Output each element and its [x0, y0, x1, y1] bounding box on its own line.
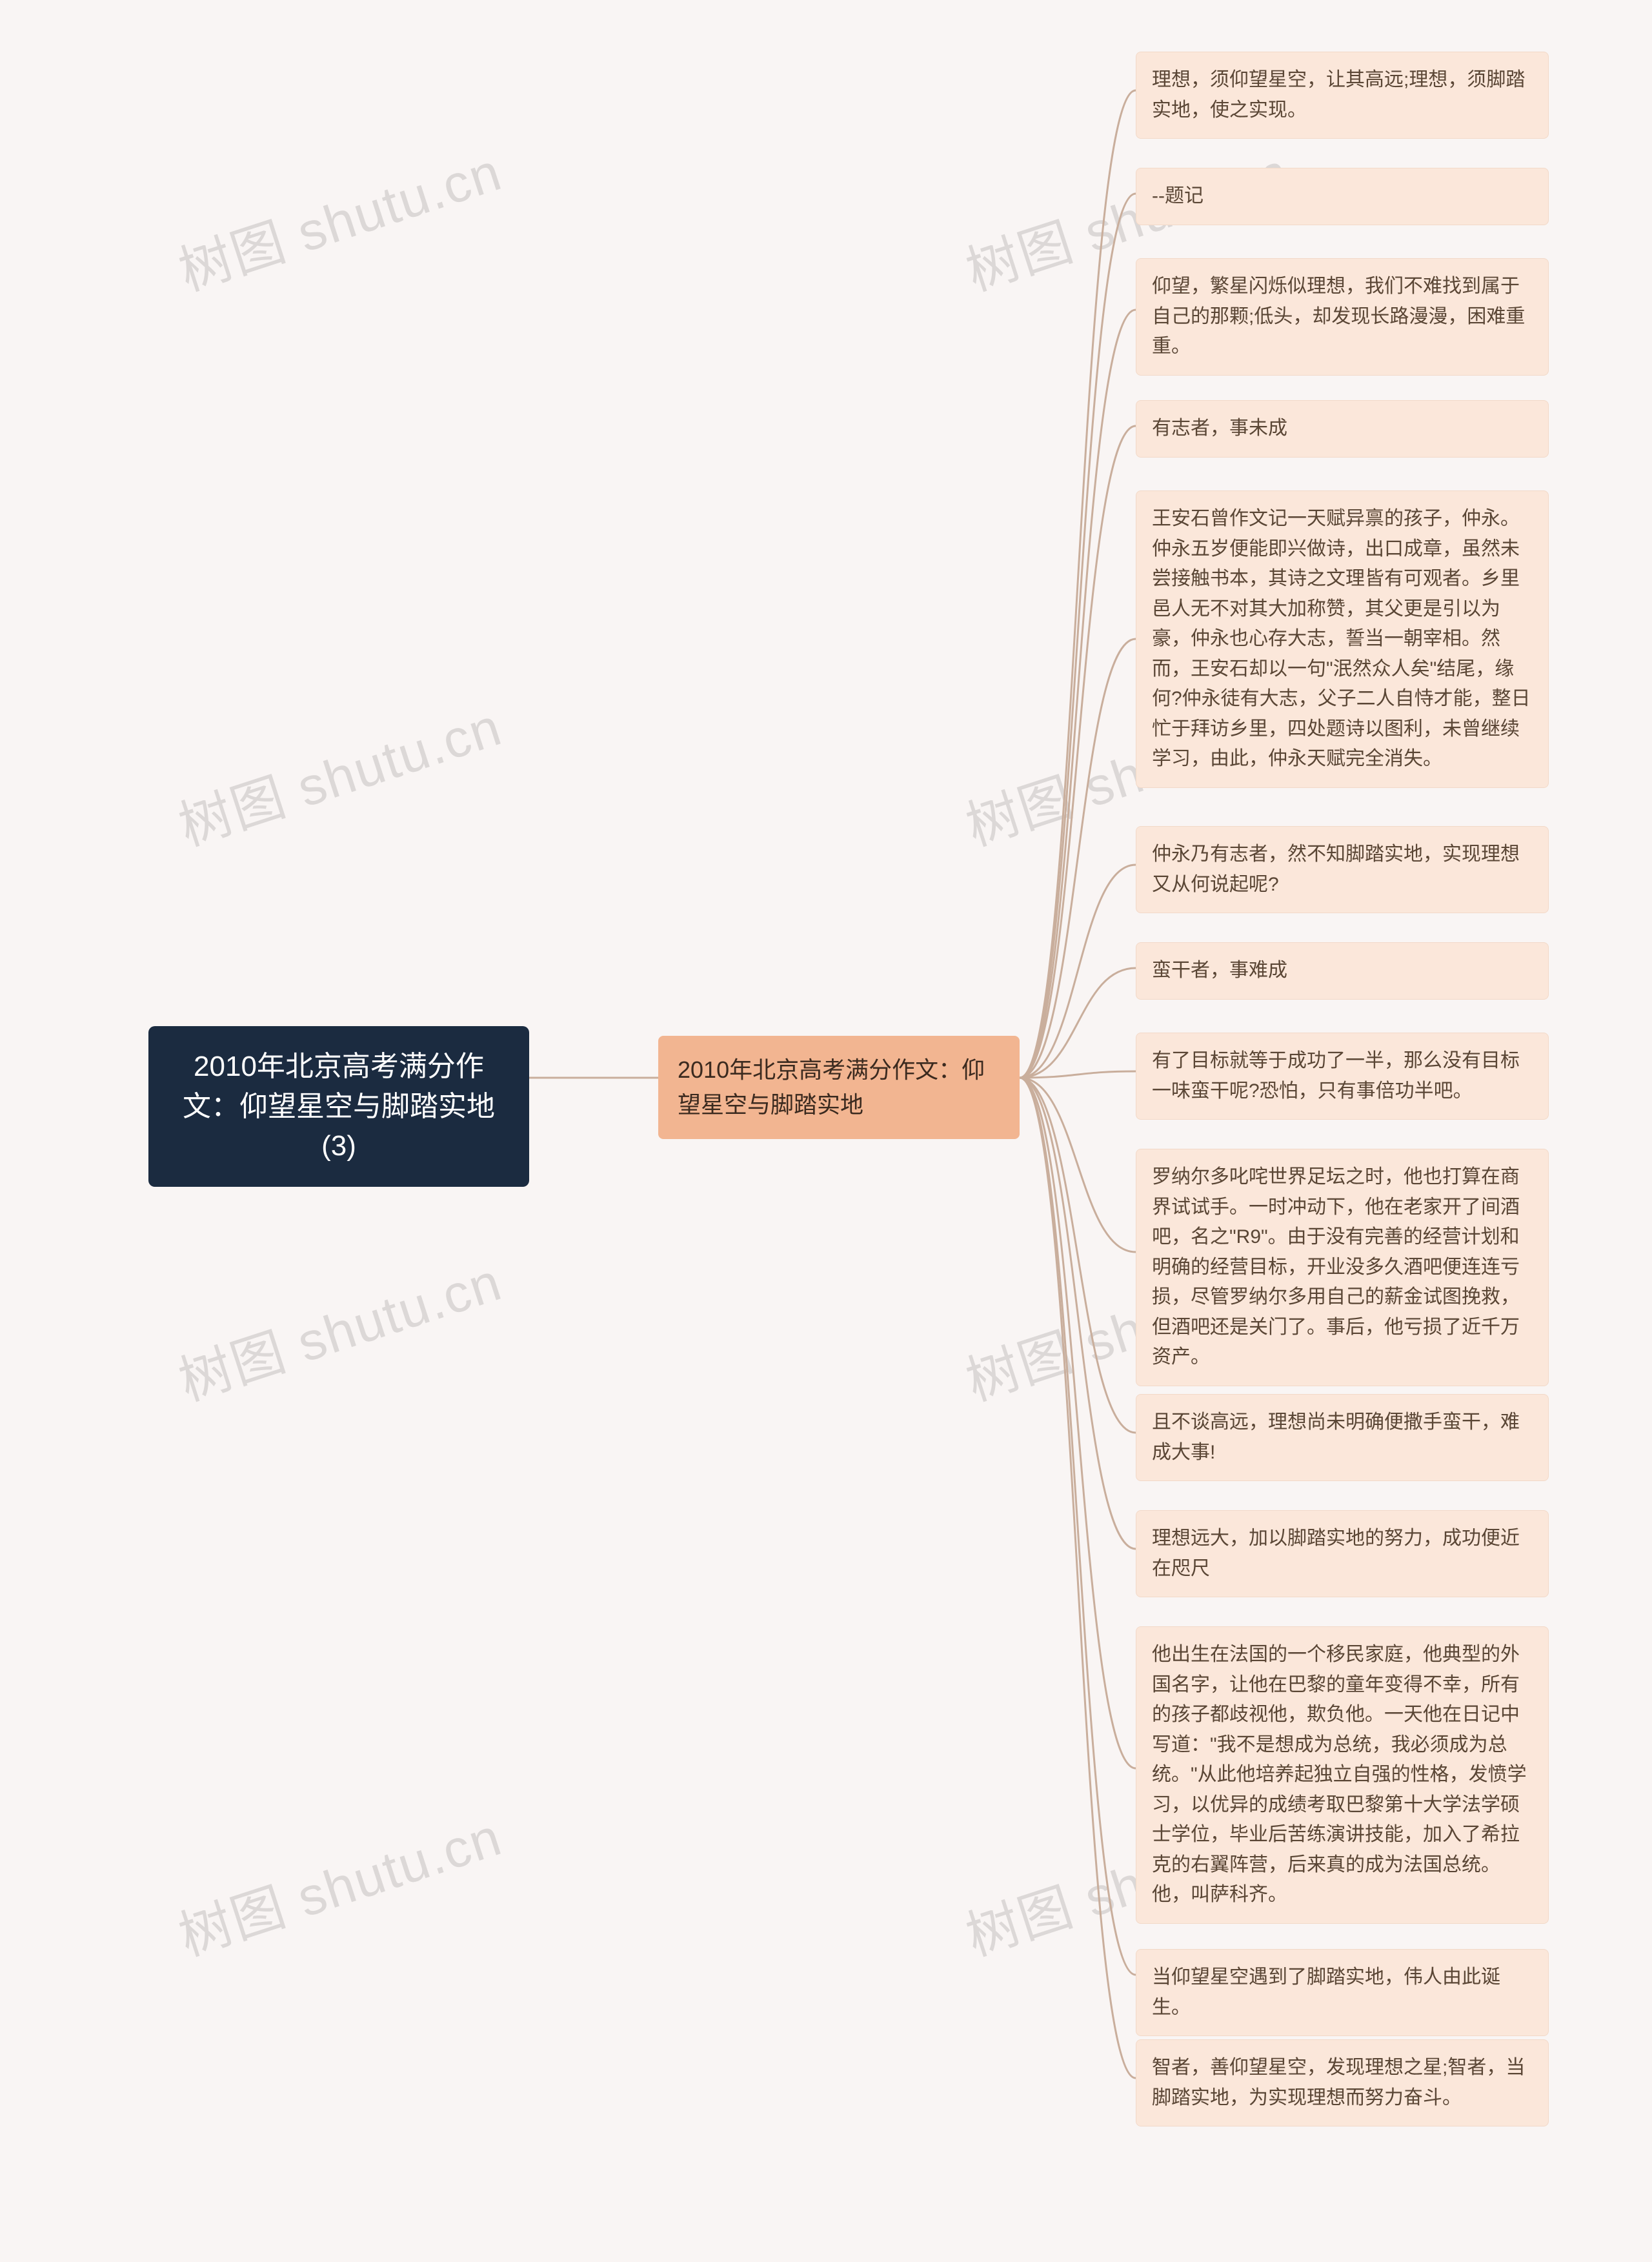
leaf-node[interactable]: 理想远大，加以脚踏实地的努力，成功便近在咫尺	[1136, 1510, 1549, 1597]
leaf-node[interactable]: 有了目标就等于成功了一半，那么没有目标一味蛮干呢?恐怕，只有事倍功半吧。	[1136, 1033, 1549, 1120]
watermark: 树图 shutu.cn	[168, 1794, 510, 1970]
leaf-node[interactable]: 仲永乃有志者，然不知脚踏实地，实现理想又从何说起呢?	[1136, 826, 1549, 913]
leaf-node[interactable]: 当仰望星空遇到了脚踏实地，伟人由此诞生。	[1136, 1949, 1549, 2036]
mindmap-canvas: 树图 shutu.cn 树图 shutu.cn 树图 shutu.cn 树图 s…	[0, 0, 1652, 2262]
watermark: 树图 shutu.cn	[168, 1239, 510, 1415]
leaf-node[interactable]: 且不谈高远，理想尚未明确便撒手蛮干，难成大事!	[1136, 1394, 1549, 1481]
leaf-node[interactable]: 他出生在法国的一个移民家庭，他典型的外国名字，让他在巴黎的童年变得不幸，所有的孩…	[1136, 1626, 1549, 1924]
leaf-node[interactable]: 仰望，繁星闪烁似理想，我们不难找到属于自己的那颗;低头，却发现长路漫漫，困难重重…	[1136, 258, 1549, 376]
leaf-node[interactable]: --题记	[1136, 168, 1549, 225]
leaf-node[interactable]: 智者，善仰望星空，发现理想之星;智者，当脚踏实地，为实现理想而努力奋斗。	[1136, 2039, 1549, 2126]
watermark: 树图 shutu.cn	[168, 684, 510, 860]
leaf-node[interactable]: 理想，须仰望星空，让其高远;理想，须脚踏实地，使之实现。	[1136, 52, 1549, 139]
watermark: 树图 shutu.cn	[168, 129, 510, 305]
mid-node[interactable]: 2010年北京高考满分作文：仰望星空与脚踏实地	[658, 1036, 1020, 1139]
leaf-node[interactable]: 蛮干者，事难成	[1136, 942, 1549, 1000]
leaf-node[interactable]: 王安石曾作文记一天赋异禀的孩子，仲永。仲永五岁便能即兴做诗，出口成章，虽然未尝接…	[1136, 490, 1549, 788]
root-node[interactable]: 2010年北京高考满分作文：仰望星空与脚踏实地(3)	[148, 1026, 529, 1187]
leaf-node[interactable]: 罗纳尔多叱咤世界足坛之时，他也打算在商界试试手。一时冲动下，他在老家开了间酒吧，…	[1136, 1149, 1549, 1386]
leaf-node[interactable]: 有志者，事未成	[1136, 400, 1549, 458]
